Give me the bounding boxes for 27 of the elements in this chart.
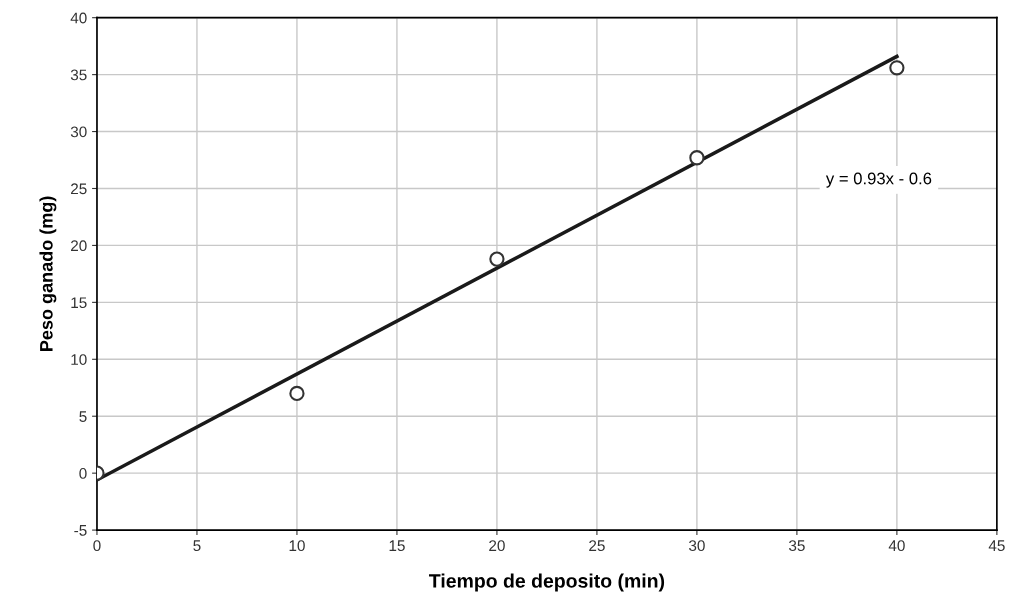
x-tick-label: 20	[489, 540, 505, 552]
y-tick-label: 35	[70, 69, 87, 81]
y-tick-label: 25	[71, 183, 87, 195]
annotation: y = 0.93x - 0.6	[825, 172, 932, 188]
y-tick-label: 40	[70, 12, 87, 24]
x-tick-label: 5	[193, 540, 201, 552]
point	[489, 251, 505, 267]
x-tick-label: 30	[688, 540, 705, 552]
point	[289, 385, 305, 402]
point	[889, 60, 905, 76]
x-tick-label: 25	[589, 540, 605, 552]
y-axis-title: Peso ganado (mg)	[39, 196, 57, 351]
x-tick-label: 0	[93, 540, 101, 552]
y-tick-label: 15	[71, 297, 87, 309]
y-tick-label: -5	[74, 525, 87, 536]
x-tick-label: 40	[888, 540, 905, 552]
point	[689, 150, 705, 166]
x-axis-title: Tiempo de deposito (min)	[429, 573, 665, 592]
x-tick-label: 15	[389, 540, 405, 552]
y-tick-label: 10	[71, 354, 87, 365]
y-tick-label: 0	[79, 468, 87, 479]
x-tick-label: 45	[988, 540, 1005, 552]
x-tick-label: 35	[788, 540, 805, 552]
y-tick-label: 5	[79, 411, 87, 422]
x-tick-label: 10	[289, 540, 305, 552]
y-tick-label: 20	[71, 240, 87, 252]
y-tick-label: 30	[70, 126, 87, 138]
